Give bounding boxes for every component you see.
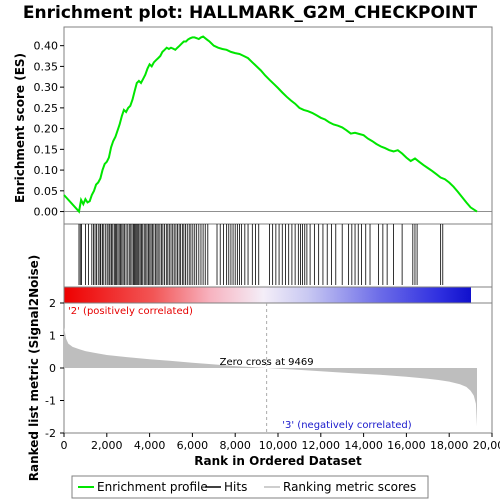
metric-y-tick-label: -2 (45, 427, 56, 440)
x-tick-label: 14,000 (344, 439, 383, 452)
x-tick-label: 6,000 (177, 439, 209, 452)
x-tick-label: 20,000 (473, 439, 500, 452)
es-y-tick-label: 0.40 (34, 40, 59, 53)
positive-correlation-label: '2' (positively correlated) (68, 306, 193, 317)
x-tick-label: 18,000 (430, 439, 469, 452)
legend-item-hits: Hits (224, 480, 247, 494)
x-tick-label: 4,000 (134, 439, 166, 452)
x-tick-label: 0 (61, 439, 68, 452)
metric-y-tick-label: 0 (49, 362, 56, 375)
es-y-tick-label: 0.30 (34, 81, 59, 94)
es-y-tick-label: 0.05 (34, 185, 59, 198)
x-tick-label: 12,000 (302, 439, 341, 452)
zero-cross-label: Zero cross at 9469 (220, 357, 314, 368)
hits-panel-frame (64, 224, 492, 287)
metric-y-axis-title: Ranked list metric (Signal2Noise) (27, 255, 41, 482)
es-y-tick-label: 0.00 (34, 206, 59, 219)
metric-y-tick-label: 2 (49, 297, 56, 310)
x-axis-title: Rank in Ordered Dataset (194, 454, 362, 468)
legend-item-ranking-metric-scores: Ranking metric scores (283, 480, 416, 494)
metric-y-tick-label: -1 (45, 395, 56, 408)
x-tick-label: 8,000 (219, 439, 251, 452)
es-y-tick-label: 0.35 (34, 60, 59, 73)
metric-y-axis: 2 1 0 -1 -2 (45, 297, 64, 440)
chart-title: Enrichment plot: HALLMARK_G2M_CHECKPOINT (23, 3, 478, 23)
es-y-tick-label: 0.15 (34, 143, 59, 156)
es-y-axis: 0.00 0.05 0.10 0.15 0.20 0.25 0.30 0.35 0.40 (34, 40, 65, 219)
legend-item-enrichment-profile: Enrichment profile (97, 480, 208, 494)
negative-correlation-label: '3' (negatively correlated) (282, 420, 411, 431)
es-y-axis-title: Enrichment score (ES) (13, 53, 27, 203)
es-y-tick-label: 0.10 (34, 164, 59, 177)
x-tick-label: 10,000 (259, 439, 298, 452)
x-tick-label: 2,000 (91, 439, 123, 452)
x-tick-label: 16,000 (387, 439, 426, 452)
es-y-tick-label: 0.25 (34, 102, 59, 115)
metric-y-tick-label: 1 (49, 330, 56, 343)
rank-color-bar (64, 287, 471, 303)
es-panel-frame (64, 27, 492, 224)
es-y-tick-label: 0.20 (34, 123, 59, 136)
